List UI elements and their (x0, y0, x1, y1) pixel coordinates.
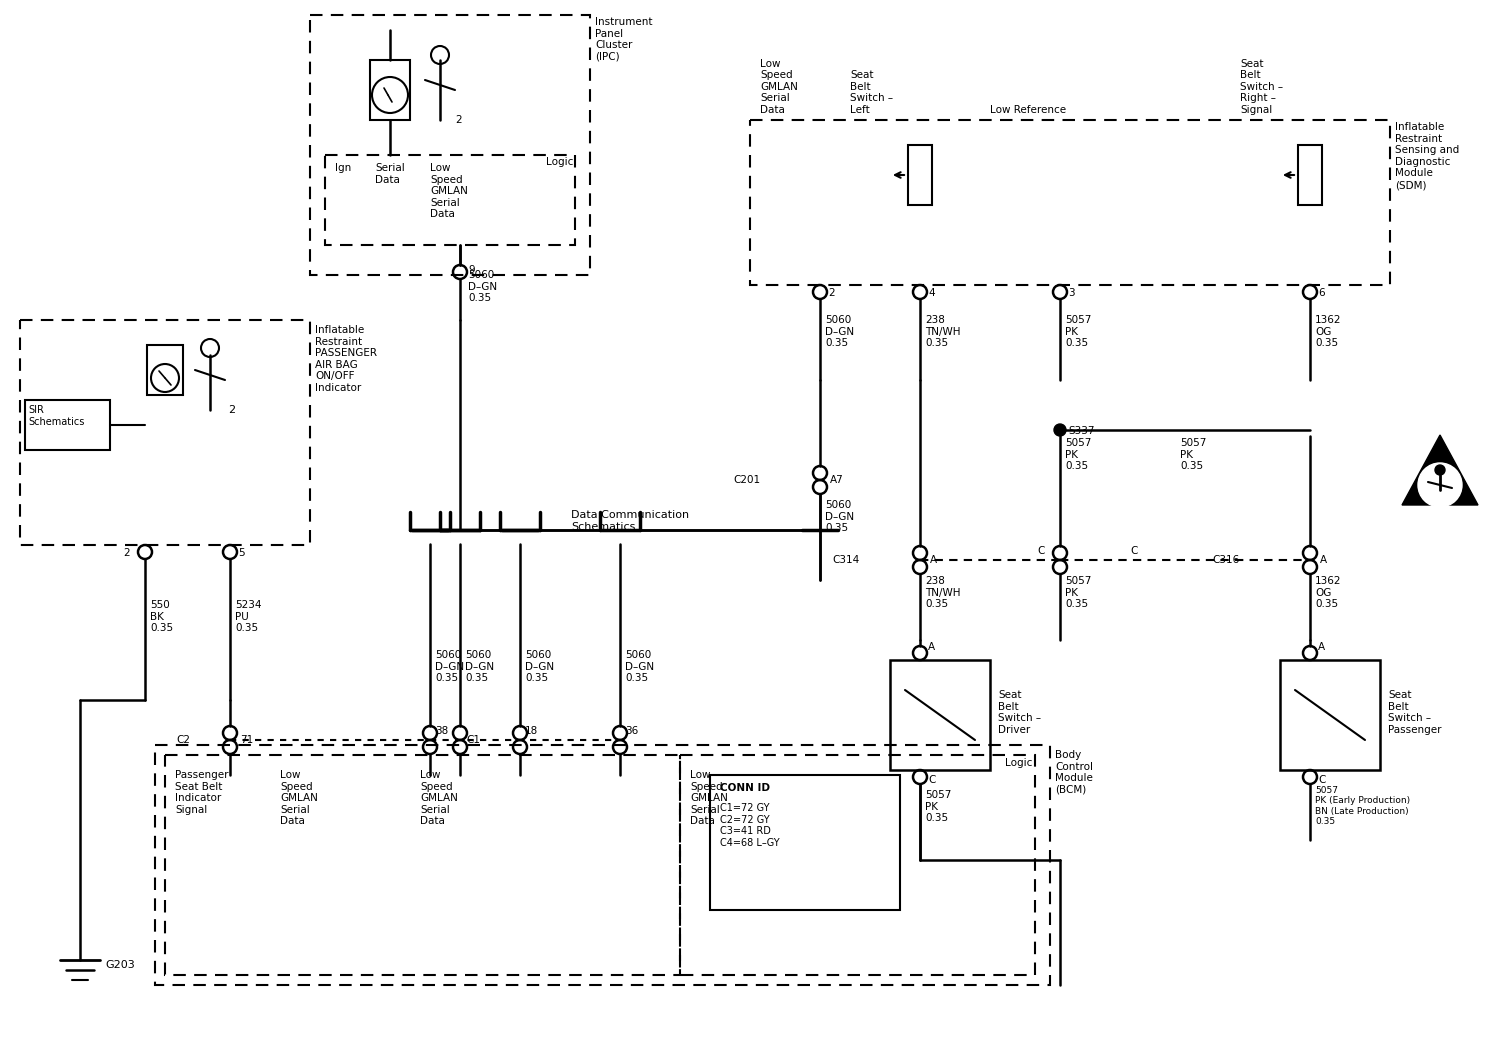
Text: Low
Speed
GMLAN
Serial
Data: Low Speed GMLAN Serial Data (280, 770, 318, 827)
Bar (371, 60, 411, 120)
Text: 5057
PK (Early Production)
BN (Late Production)
0.35: 5057 PK (Early Production) BN (Late Prod… (1315, 786, 1411, 826)
Text: 3: 3 (1068, 288, 1074, 298)
Text: 6: 6 (1318, 288, 1324, 298)
Text: Serial
Data: Serial Data (375, 163, 405, 185)
Text: A: A (1320, 555, 1327, 565)
Text: C1=72 GY
C2=72 GY
C3=41 RD
C4=68 L–GY: C1=72 GY C2=72 GY C3=41 RD C4=68 L–GY (720, 803, 780, 848)
Text: 5060
D–GN
0.35: 5060 D–GN 0.35 (625, 650, 655, 683)
Bar (147, 345, 183, 395)
Text: C: C (1129, 546, 1137, 556)
Bar (1298, 145, 1321, 205)
Bar (1280, 660, 1379, 770)
Text: 5: 5 (238, 548, 244, 558)
Text: Passenger
Seat Belt
Indicator
Signal: Passenger Seat Belt Indicator Signal (176, 770, 229, 814)
Text: 1362
OG
0.35: 1362 OG 0.35 (1315, 576, 1342, 609)
Text: 36: 36 (625, 726, 638, 736)
Text: 238
TN/WH
0.35: 238 TN/WH 0.35 (926, 315, 960, 348)
Text: Low Reference: Low Reference (990, 105, 1065, 115)
Bar (908, 145, 931, 205)
Text: G203: G203 (106, 960, 135, 970)
Text: 238
TN/WH
0.35: 238 TN/WH 0.35 (926, 576, 960, 609)
Text: Low
Speed
GMLAN
Serial
Data: Low Speed GMLAN Serial Data (760, 58, 798, 115)
Text: 38: 38 (434, 726, 448, 736)
Text: Seat
Belt
Switch –
Right –
Signal: Seat Belt Switch – Right – Signal (1240, 58, 1283, 115)
Bar (155, 745, 1051, 985)
Text: Logic: Logic (546, 157, 573, 167)
Text: A: A (929, 642, 934, 652)
Text: 5060
D–GN
0.35: 5060 D–GN 0.35 (824, 315, 854, 348)
Text: 5057
PK
0.35: 5057 PK 0.35 (1065, 438, 1091, 471)
Text: C201: C201 (734, 475, 760, 485)
Bar (680, 755, 1036, 976)
Text: CONN ID: CONN ID (720, 783, 769, 792)
Text: Low
Speed
GMLAN
Serial
Data: Low Speed GMLAN Serial Data (420, 770, 458, 827)
Text: C: C (1037, 546, 1045, 556)
Text: A: A (930, 555, 937, 565)
Text: Logic: Logic (1004, 758, 1033, 768)
Text: 2: 2 (124, 548, 129, 558)
Text: 5060
D–GN
0.35: 5060 D–GN 0.35 (824, 500, 854, 534)
Text: 2: 2 (228, 405, 235, 415)
Text: C1: C1 (466, 735, 481, 745)
Text: Data Communication
Schematics: Data Communication Schematics (571, 510, 689, 531)
Text: 2: 2 (455, 115, 461, 125)
Text: Seat
Belt
Switch –
Passenger: Seat Belt Switch – Passenger (1388, 690, 1442, 735)
Bar (750, 120, 1390, 285)
Text: C316: C316 (1213, 555, 1240, 565)
Text: 5057
PK
0.35: 5057 PK 0.35 (1180, 438, 1207, 471)
Text: 4: 4 (929, 288, 934, 298)
Text: S337: S337 (1068, 426, 1095, 436)
Text: 5234
PU
0.35: 5234 PU 0.35 (235, 600, 262, 633)
Circle shape (1418, 463, 1463, 506)
Text: Ign: Ign (335, 163, 351, 173)
Text: Inflatable
Restraint
Sensing and
Diagnostic
Module
(SDM): Inflatable Restraint Sensing and Diagnos… (1396, 122, 1460, 190)
Circle shape (1054, 424, 1065, 436)
Text: 5060
D–GN
0.35: 5060 D–GN 0.35 (525, 650, 554, 683)
Text: 5057
PK
0.35: 5057 PK 0.35 (1065, 576, 1091, 609)
Text: Low
Speed
GMLAN
Serial
Data: Low Speed GMLAN Serial Data (430, 163, 467, 219)
Bar (165, 755, 680, 976)
Polygon shape (1402, 435, 1478, 505)
Bar (310, 15, 591, 275)
Bar (19, 320, 310, 545)
Text: 2: 2 (827, 288, 835, 298)
Text: Low
Speed
GMLAN
Serial
Data: Low Speed GMLAN Serial Data (690, 770, 728, 827)
Text: 5060
D–GN
0.35: 5060 D–GN 0.35 (434, 650, 464, 683)
Text: 18: 18 (525, 726, 539, 736)
Text: Body
Control
Module
(BCM): Body Control Module (BCM) (1055, 750, 1094, 795)
Bar (25, 400, 110, 450)
Text: A7: A7 (830, 475, 844, 485)
Text: Seat
Belt
Switch –
Driver: Seat Belt Switch – Driver (998, 690, 1042, 735)
Text: 5057
PK
0.35: 5057 PK 0.35 (926, 790, 951, 824)
Text: C: C (929, 775, 936, 785)
Bar (890, 660, 990, 770)
Bar (710, 775, 900, 910)
Text: C2: C2 (176, 735, 190, 745)
Text: 5060
D–GN
0.35: 5060 D–GN 0.35 (469, 270, 497, 304)
Bar (324, 155, 574, 245)
Text: A: A (1318, 642, 1326, 652)
Text: 5060
D–GN
0.35: 5060 D–GN 0.35 (464, 650, 494, 683)
Text: 5057
PK
0.35: 5057 PK 0.35 (1065, 315, 1091, 348)
Text: C: C (1318, 775, 1326, 785)
Text: 550
BK
0.35: 550 BK 0.35 (150, 600, 173, 633)
Text: Instrument
Panel
Cluster
(IPC): Instrument Panel Cluster (IPC) (595, 17, 653, 61)
Text: C314: C314 (833, 555, 860, 565)
Circle shape (1434, 465, 1445, 475)
Text: SIR
Schematics: SIR Schematics (28, 405, 85, 426)
Text: Seat
Belt
Switch –
Left: Seat Belt Switch – Left (850, 71, 893, 115)
Text: 71: 71 (240, 735, 253, 745)
Text: 9: 9 (469, 265, 475, 275)
Text: 1362
OG
0.35: 1362 OG 0.35 (1315, 315, 1342, 348)
Text: Inflatable
Restraint
PASSENGER
AIR BAG
ON/OFF
Indicator: Inflatable Restraint PASSENGER AIR BAG O… (315, 324, 376, 393)
